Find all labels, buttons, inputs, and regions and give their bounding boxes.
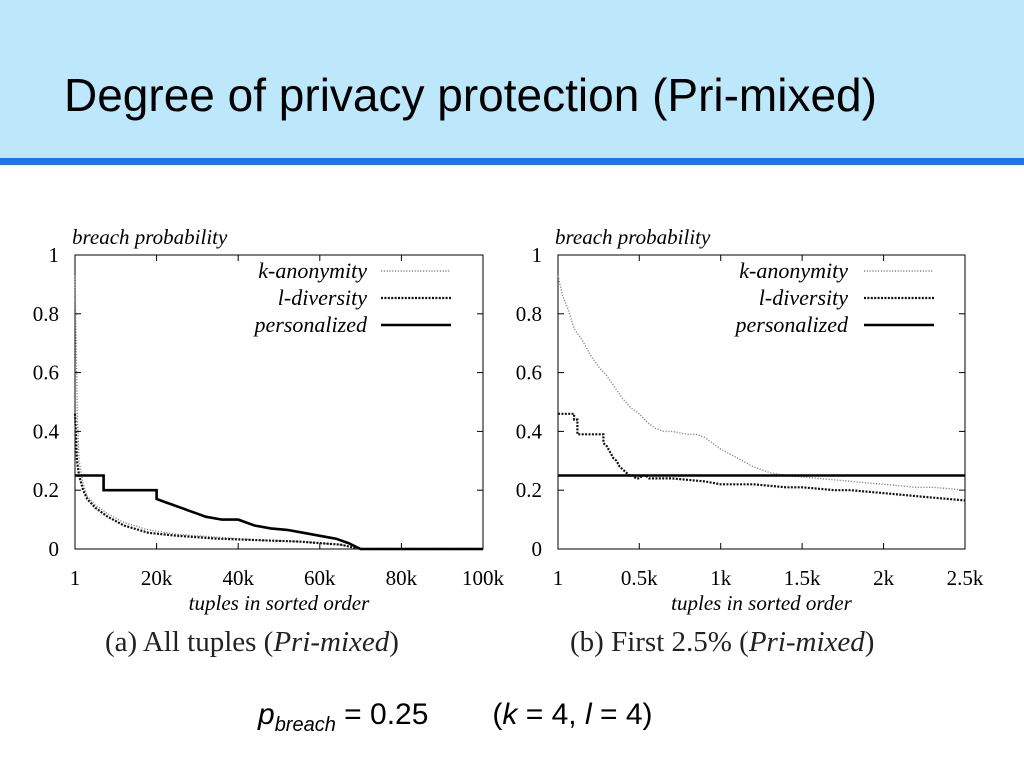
slide-title: Degree of privacy protection (Pri-mixed) xyxy=(64,69,877,121)
chart-b-xtick-label: 2k xyxy=(873,566,895,590)
chart-a-ytick-label: 0.6 xyxy=(33,361,59,385)
chart-a-xtick-label: 100k xyxy=(462,566,504,590)
chart-b-series-l-diversity-line xyxy=(558,412,966,502)
chart-b-ytick-label: 0.4 xyxy=(516,419,543,443)
chart-a-ytick-label: 0.4 xyxy=(33,419,60,443)
chart-b-caption: (b) First 2.5% (Pri-mixed) xyxy=(570,626,875,658)
chart-a-ytick-label: 1 xyxy=(49,243,60,267)
chart-a-caption: (a) All tuples (Pri-mixed) xyxy=(105,626,399,658)
chart-first-2-5-percent: 0 0.2 0.4 0.6 0.8 1 1 0.5k 1k 1.5k 2k 2.5k breach pr… xyxy=(494,220,1004,620)
chart-b-ytick-label: 0 xyxy=(532,537,543,561)
chart-a-y-axis-title: breach probability xyxy=(72,225,228,249)
chart-b-ytick-label: 1 xyxy=(532,243,543,267)
chart-a-ytick-label: 0.2 xyxy=(33,478,59,502)
chart-b-xtick-label: 1.5k xyxy=(784,566,821,590)
chart-a-xtick-label: 60k xyxy=(304,566,336,590)
title-divider xyxy=(0,158,1024,165)
chart-b-ytick-label: 0.2 xyxy=(516,478,542,502)
chart-b-series-k-anonymity-line xyxy=(557,275,966,491)
chart-a-legend-label-personalized: personalized xyxy=(253,312,368,337)
chart-a-ytick-label: 0 xyxy=(49,537,60,561)
chart-a-xtick-label: 1 xyxy=(70,566,81,590)
chart-a-xtick-label: 80k xyxy=(386,566,418,590)
chart-b-legend-label-personalized: personalized xyxy=(734,312,849,337)
parameter-footnote: pbreach = 0.25 (k = 4, l = 4) xyxy=(258,698,653,736)
chart-a-xtick-label: 20k xyxy=(141,566,173,590)
title-bar xyxy=(0,0,1024,160)
chart-b-xtick-label: 2.5k xyxy=(947,566,984,590)
chart-b-y-axis-title: breach probability xyxy=(555,225,711,249)
chart-all-tuples: 0 0.2 0.4 0.6 0.8 1 1 20k 40k 60k 80k 100k breach pr… xyxy=(14,220,504,620)
chart-b-x-axis-title: tuples in sorted order xyxy=(671,591,852,615)
chart-a-plot-frame xyxy=(74,254,484,550)
chart-b-plot-frame xyxy=(557,254,966,550)
chart-b-legend-label-l-diversity: l-diversity xyxy=(759,285,848,310)
chart-a-legend-label-l-diversity: l-diversity xyxy=(278,285,367,310)
chart-b-ytick-label: 0.6 xyxy=(516,361,542,385)
chart-a-svg: 0 0.2 0.4 0.6 0.8 1 1 20k 40k 60k 80k 100k breach pr… xyxy=(33,225,504,615)
chart-b-ytick-label: 0.8 xyxy=(516,302,542,326)
chart-a-series-personalized-line xyxy=(75,474,483,551)
chart-a-ytick-label: 0.8 xyxy=(33,302,59,326)
chart-b-svg: 0 0.2 0.4 0.6 0.8 1 1 0.5k 1k 1.5k 2k 2.5k breach pr… xyxy=(516,225,984,615)
chart-a-legend-label-k-anonymity: k-anonymity xyxy=(258,258,367,283)
chart-b-legend-label-k-anonymity: k-anonymity xyxy=(739,258,848,283)
chart-a-xtick-label: 40k xyxy=(222,566,254,590)
chart-a-x-axis-title: tuples in sorted order xyxy=(189,591,370,615)
chart-b-xtick-label: 1 xyxy=(553,566,564,590)
chart-b-xtick-label: 1k xyxy=(710,566,732,590)
chart-b-xtick-label: 0.5k xyxy=(621,566,658,590)
